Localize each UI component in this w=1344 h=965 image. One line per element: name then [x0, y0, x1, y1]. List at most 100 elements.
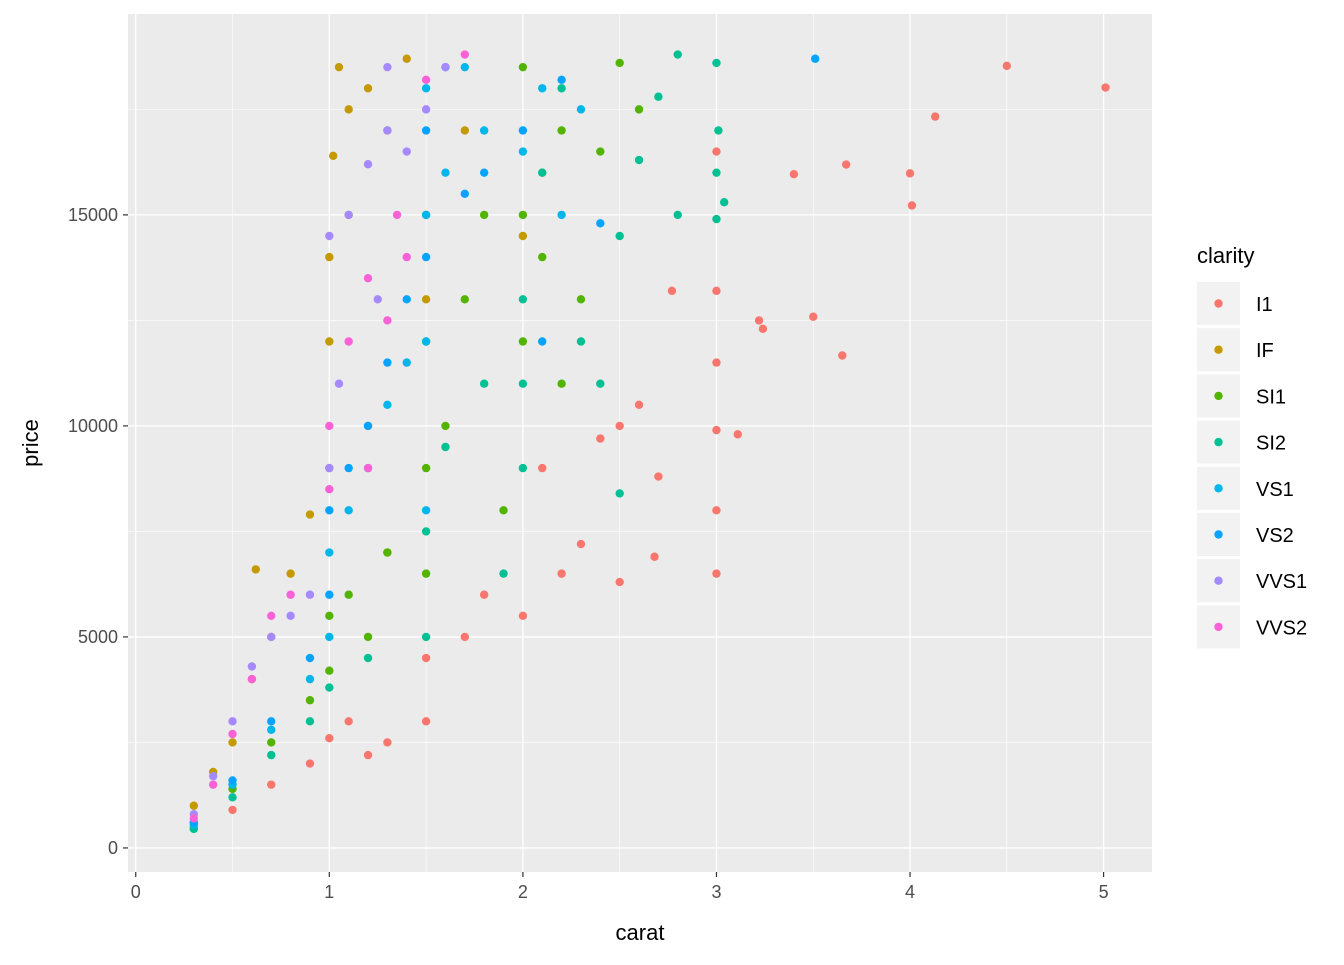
data-point-i1 — [838, 351, 847, 360]
data-point-vs2 — [810, 54, 820, 63]
data-point-vvs2 — [267, 611, 276, 621]
data-point-i1 — [344, 717, 353, 726]
data-point-i1 — [841, 160, 851, 169]
legend-label: VVS1 — [1256, 571, 1307, 593]
legend-marker-vs2 — [1214, 530, 1223, 539]
data-point-si2 — [325, 683, 334, 692]
data-point-vvs2 — [208, 780, 218, 789]
data-point-si2 — [499, 569, 508, 578]
data-point-si1 — [305, 696, 315, 705]
data-point-si2 — [363, 653, 373, 663]
data-point-i1 — [615, 421, 624, 431]
data-point-vvs2 — [325, 485, 334, 494]
data-point-vvs1 — [325, 231, 334, 241]
plot-panel — [128, 14, 1152, 872]
data-point-si1 — [421, 463, 431, 473]
data-point-si2 — [421, 527, 431, 536]
data-point-vs2 — [267, 717, 276, 726]
data-point-si2 — [712, 214, 721, 224]
data-point-i1 — [557, 569, 566, 578]
data-point-vs2 — [596, 219, 605, 228]
data-point-vs2 — [325, 506, 334, 515]
legend-title: clarity — [1197, 243, 1254, 268]
legend-label: VS1 — [1256, 479, 1294, 501]
data-point-si2 — [673, 210, 682, 220]
data-point-if — [189, 801, 199, 810]
data-point-vvs1 — [421, 105, 431, 114]
data-point-vs2 — [344, 463, 353, 473]
data-point-vs2 — [421, 252, 431, 262]
data-point-si1 — [518, 210, 528, 220]
legend-marker-si2 — [1214, 437, 1223, 447]
data-point-i1 — [576, 539, 586, 549]
data-point-si2 — [712, 168, 721, 177]
y-tick-label: 15000 — [68, 205, 118, 225]
data-point-vs2 — [305, 653, 315, 663]
data-point-vs2 — [402, 295, 411, 304]
data-point-vvs2 — [402, 252, 411, 262]
data-point-i1 — [363, 750, 373, 760]
data-point-vs2 — [363, 421, 373, 431]
data-point-i1 — [421, 717, 431, 726]
data-point-si1 — [576, 295, 586, 304]
data-point-si1 — [615, 58, 624, 68]
data-point-si2 — [712, 58, 721, 68]
y-tick-label: 10000 — [68, 416, 118, 436]
data-point-vs1 — [479, 126, 489, 135]
data-point-si2 — [634, 155, 644, 165]
data-point-i1 — [615, 577, 624, 587]
data-point-vvs1 — [286, 611, 295, 621]
data-point-if — [518, 231, 528, 241]
data-point-i1 — [733, 430, 742, 439]
data-point-if — [305, 510, 315, 519]
data-point-vvs2 — [344, 337, 353, 346]
data-point-si1 — [557, 126, 566, 135]
x-tick-label: 5 — [1099, 882, 1109, 902]
data-point-i1 — [712, 286, 721, 296]
data-point-vs1 — [557, 210, 566, 220]
data-point-i1 — [667, 286, 677, 296]
data-point-vvs1 — [344, 210, 353, 220]
data-point-si2 — [305, 717, 315, 726]
data-point-vvs2 — [363, 463, 373, 473]
y-tick-label: 0 — [108, 838, 118, 858]
data-point-si2 — [576, 337, 586, 346]
data-point-si2 — [479, 379, 489, 388]
data-point-si2 — [267, 750, 276, 760]
data-point-if — [325, 252, 334, 262]
data-point-i1 — [712, 506, 721, 515]
data-point-si2 — [538, 168, 547, 177]
data-point-vvs1 — [383, 62, 392, 72]
legend-marker-if — [1214, 345, 1223, 354]
data-point-si2 — [714, 126, 723, 135]
data-point-si2 — [720, 198, 729, 207]
data-point-vs1 — [421, 84, 431, 93]
legend-label: I1 — [1256, 294, 1273, 316]
data-point-si2 — [615, 489, 624, 498]
data-point-si2 — [596, 379, 605, 388]
data-point-si1 — [460, 295, 470, 304]
legend-marker-si1 — [1214, 391, 1223, 401]
data-point-i1 — [228, 805, 237, 815]
legend-label: SI2 — [1256, 433, 1286, 455]
data-point-i1 — [809, 312, 818, 321]
y-tick-label: 5000 — [78, 627, 118, 647]
data-point-if — [344, 105, 353, 114]
data-point-vvs1 — [383, 126, 392, 135]
data-point-vs1 — [267, 725, 276, 734]
data-point-si2 — [518, 379, 528, 388]
data-point-if — [421, 295, 431, 304]
data-point-vs1 — [344, 506, 353, 515]
data-point-vs1 — [518, 147, 528, 156]
data-point-vvs1 — [334, 379, 344, 388]
data-point-vvs1 — [402, 147, 411, 156]
legend-marker-vvs2 — [1214, 622, 1223, 632]
data-point-vs2 — [460, 189, 470, 198]
data-point-vs2 — [421, 126, 431, 135]
data-point-vvs2 — [247, 674, 257, 684]
data-point-si2 — [518, 295, 528, 304]
data-point-si2 — [673, 50, 682, 59]
data-point-si1 — [441, 421, 450, 431]
